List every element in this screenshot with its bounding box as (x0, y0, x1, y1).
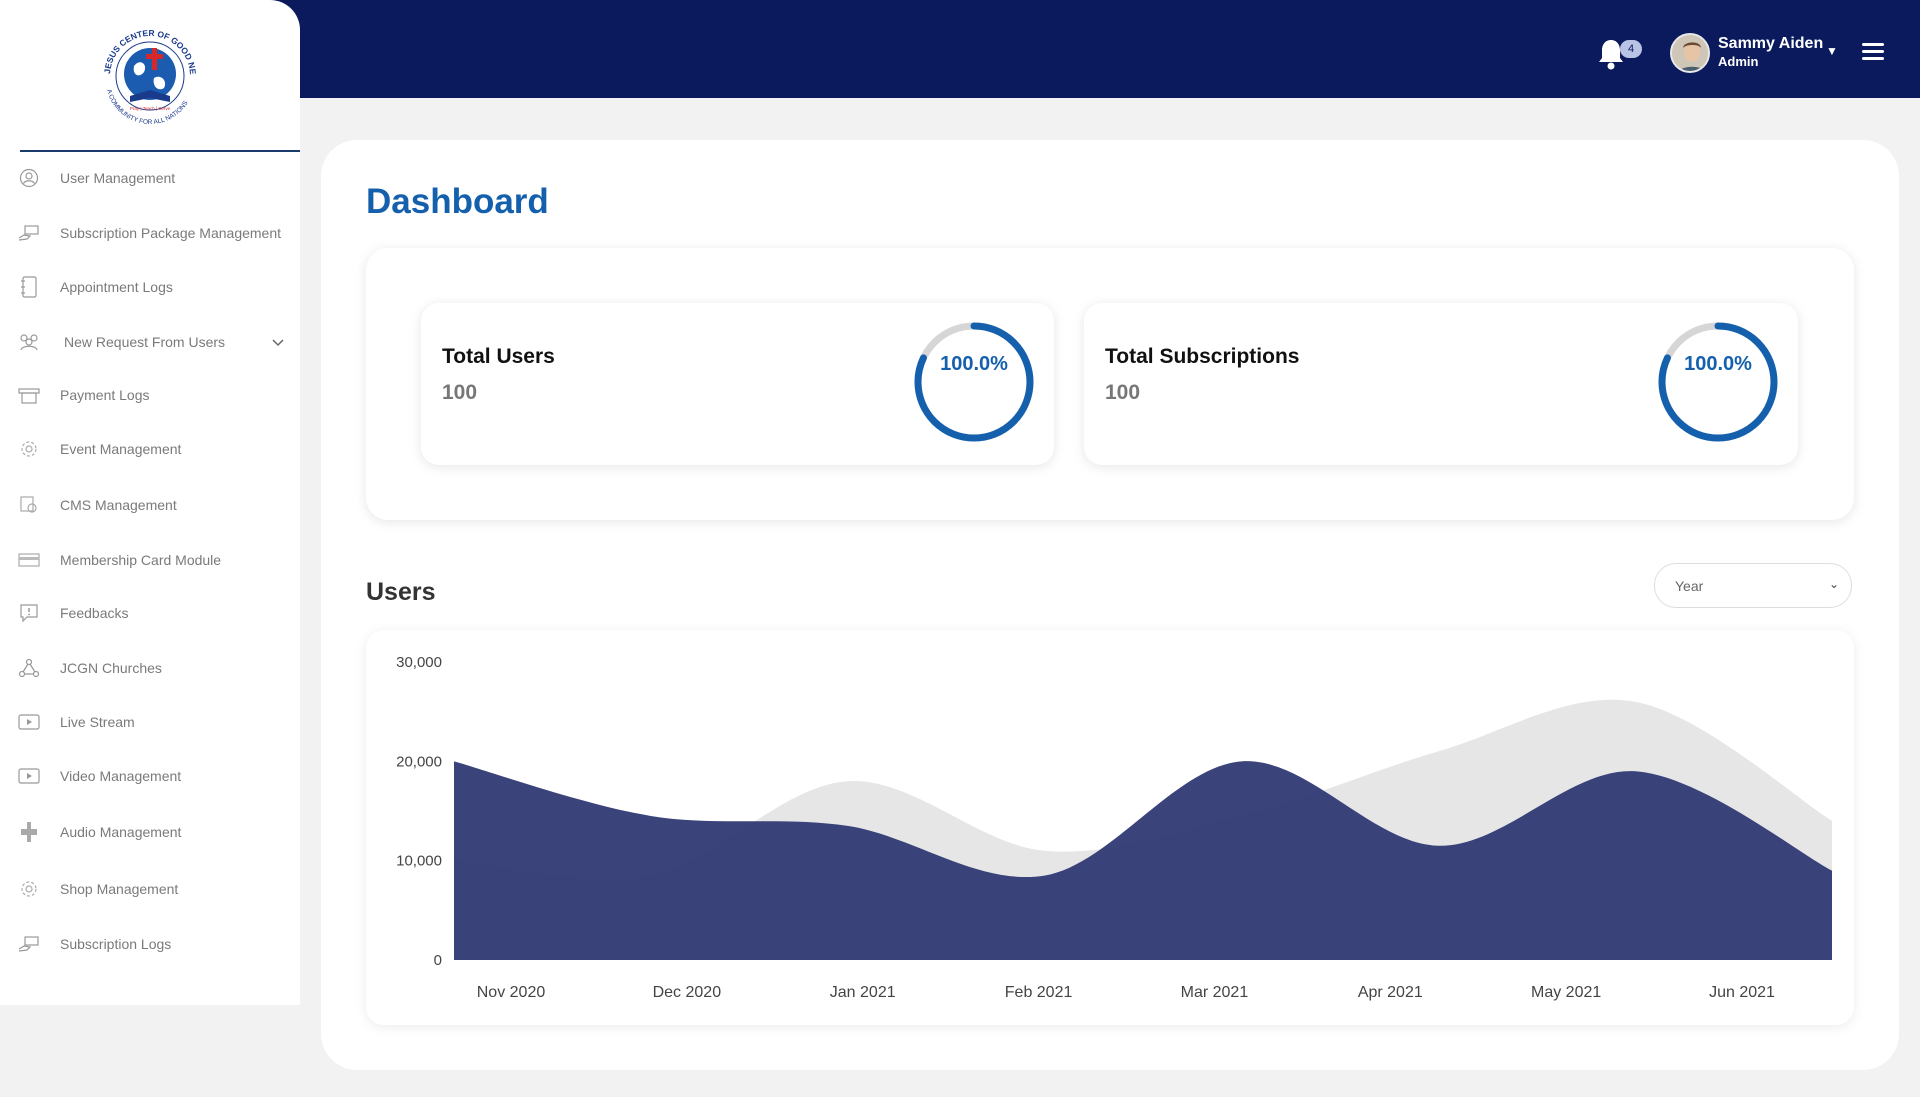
notification-badge: 4 (1620, 40, 1642, 58)
period-select-value: Year (1675, 577, 1704, 594)
sidebar-item-label: Video Management (60, 768, 182, 784)
chevron-down-icon[interactable] (272, 334, 284, 350)
feedback-icon (18, 602, 40, 624)
sidebar-item-user-management[interactable]: User Management (0, 158, 300, 198)
bell-icon[interactable] (1596, 38, 1626, 70)
sidebar-item-audio-management[interactable]: Audio Management (0, 812, 300, 852)
period-select[interactable]: Year ⌄ (1654, 563, 1852, 608)
y-tick-label: 30,000 (396, 654, 442, 671)
sidebar-item-label: Payment Logs (60, 387, 150, 403)
video-icon (18, 765, 40, 787)
progress-ring-arc (1658, 322, 1778, 442)
sidebar-item-appointment-logs[interactable]: Appointment Logs (0, 267, 300, 307)
hand-card-icon (18, 933, 40, 955)
sidebar-item-label: CMS Management (60, 497, 177, 513)
sidebar-item-label: Appointment Logs (60, 279, 173, 295)
x-tick-label: Jun 2021 (1709, 984, 1775, 1001)
page-title: Dashboard (366, 182, 549, 221)
stat-title: Total Subscriptions (1105, 345, 1300, 368)
sidebar-item-label: Subscription Logs (60, 936, 172, 952)
audio-icon (18, 821, 40, 843)
y-tick-label: 10,000 (396, 853, 442, 870)
progress-ring-label: 100.0% (940, 353, 1008, 375)
sidebar-item-subscription-logs[interactable]: Subscription Logs (0, 924, 300, 964)
sidebar-item-cms-management[interactable]: CMS Management (0, 485, 300, 525)
chevron-down-icon: ⌄ (1828, 577, 1839, 591)
sidebar-item-label: Live Stream (60, 714, 135, 730)
progress-ring (914, 322, 1034, 442)
sidebar-item-live-stream[interactable]: Live Stream (0, 702, 300, 742)
y-tick-label: 20,000 (396, 753, 442, 770)
gear-icon (18, 878, 40, 900)
sidebar-item-label: New Request From Users (64, 334, 226, 350)
x-tick-label: Jan 2021 (830, 984, 896, 1001)
payment-icon (18, 384, 40, 406)
sidebar-item-label: User Management (60, 170, 176, 186)
chevron-down-icon[interactable]: ▼ (1826, 44, 1838, 58)
sidebar-item-label: Subscription Package Management (60, 225, 282, 241)
sidebar-item-label: Shop Management (60, 881, 179, 897)
sidebar-item-label: Event Management (60, 441, 182, 457)
sidebar-item-payment-logs[interactable]: Payment Logs (0, 375, 300, 415)
sidebar-item-label: JCGN Churches (60, 660, 162, 676)
sidebar-item-subscription-package-management[interactable]: Subscription Package Management (0, 213, 300, 253)
gear-icon (18, 438, 40, 460)
network-icon (18, 657, 40, 679)
hand-card-icon (18, 222, 40, 244)
sidebar: JESUS CENTER OF GOOD NEWS A COMMUNITY FO… (0, 0, 300, 1005)
group-icon (18, 331, 40, 353)
y-tick-label: 0 (434, 952, 442, 969)
x-tick-label: Mar 2021 (1181, 984, 1249, 1001)
sidebar-item-video-management[interactable]: Video Management (0, 756, 300, 796)
x-tick-label: Nov 2020 (477, 984, 546, 1001)
sidebar-item-label: Membership Card Module (60, 552, 222, 568)
stat-value: 100 (1105, 381, 1141, 404)
cms-icon (18, 494, 40, 516)
stat-total-users: Total Users 100 100.0% (421, 303, 1054, 465)
users-chart: 0 10,000 20,000 30,000 Nov 2020 Dec 2020 Jan 2… (396, 654, 1832, 1001)
user-role: Admin (1718, 54, 1759, 69)
x-tick-label: Apr 2021 (1358, 984, 1423, 1001)
series-area-1 (454, 761, 1832, 960)
avatar[interactable] (1670, 33, 1710, 73)
x-tick-label: May 2021 (1531, 984, 1601, 1001)
users-section-title: Users (366, 578, 436, 606)
notebook-icon (18, 276, 40, 298)
top-bar: 4 Sammy Aiden Admin ▼ (0, 0, 1920, 98)
sidebar-item-new-request-from-users[interactable]: New Request From Users (0, 322, 300, 362)
sidebar-item-label: Audio Management (60, 824, 182, 840)
card-icon (18, 549, 40, 571)
progress-ring-arc (914, 322, 1034, 442)
progress-ring-label: 100.0% (1684, 353, 1752, 375)
x-tick-label: Dec 2020 (653, 984, 722, 1001)
menu-icon[interactable] (1862, 43, 1884, 60)
sidebar-item-shop-management[interactable]: Shop Management (0, 869, 300, 909)
sidebar-item-membership-card-module[interactable]: Membership Card Module (0, 540, 300, 580)
sidebar-item-jcgn-churches[interactable]: JCGN Churches (0, 648, 300, 688)
logo: JESUS CENTER OF GOOD NEWS A COMMUNITY FO… (88, 10, 208, 134)
divider (20, 150, 300, 152)
play-icon (18, 711, 40, 733)
sidebar-item-event-management[interactable]: Event Management (0, 429, 300, 469)
stat-title: Total Users (442, 345, 555, 368)
x-tick-label: Feb 2021 (1005, 984, 1073, 1001)
user-name[interactable]: Sammy Aiden (1718, 35, 1824, 52)
stat-total-subscriptions: Total Subscriptions 100 100.0% (1084, 303, 1798, 465)
svg-text:Pray | Teach | Serve: Pray | Teach | Serve (130, 106, 171, 111)
stat-value: 100 (442, 381, 478, 404)
user-circle-icon (18, 167, 40, 189)
progress-ring (1658, 322, 1778, 442)
sidebar-item-label: Feedbacks (60, 605, 129, 621)
sidebar-item-feedbacks[interactable]: Feedbacks (0, 593, 300, 633)
